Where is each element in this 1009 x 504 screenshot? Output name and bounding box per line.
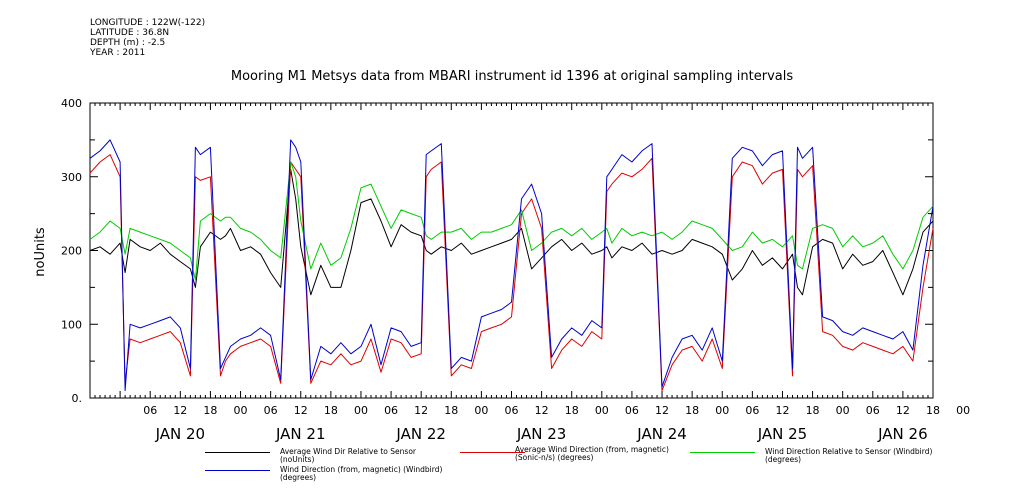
x-day-label: JAN 24 [636, 425, 687, 443]
x-tick-label: 00 [234, 404, 248, 417]
x-tick-label: 00 [836, 404, 850, 417]
legend-label-1: Average Wind Dir Relative to Sensor (noU… [280, 447, 416, 464]
x-tick-label: 06 [866, 404, 880, 417]
x-day-label: JAN 23 [516, 425, 567, 443]
x-tick-label: 18 [806, 404, 820, 417]
legend-swatch-3 [690, 452, 755, 453]
x-tick-label: 12 [535, 404, 549, 417]
x-tick-label: 06 [625, 404, 639, 417]
metadata-block: LONGITUDE : 122W(-122) LATITUDE : 36.8N … [90, 18, 205, 58]
year-label: YEAR : 2011 [90, 48, 146, 58]
legend-swatch-2 [460, 452, 525, 453]
x-tick-label: 00 [474, 404, 488, 417]
x-tick-label: 12 [173, 404, 187, 417]
y-tick-label: 400 [61, 97, 82, 110]
legend-label-3: Wind Direction Relative to Sensor (Windb… [765, 447, 933, 464]
y-tick-label: 0. [72, 392, 83, 405]
x-tick-label: 00 [354, 404, 368, 417]
y-tick-label: 300 [61, 171, 82, 184]
x-tick-label: 06 [505, 404, 519, 417]
x-tick-label: 18 [203, 404, 217, 417]
plot-frame [89, 102, 934, 399]
x-day-label: JAN 26 [877, 425, 928, 443]
longitude-label: LONGITUDE : 122W(-122) [90, 18, 206, 28]
x-day-label: JAN 20 [155, 425, 206, 443]
x-tick-label: 18 [324, 404, 338, 417]
x-tick-label: 18 [685, 404, 699, 417]
x-tick-label: 18 [926, 404, 940, 417]
x-tick-label: 00 [956, 404, 970, 417]
legend-swatch-4 [205, 470, 270, 471]
chart-title: Mooring M1 Metsys data from MBARI instru… [231, 69, 793, 84]
plot-area: 0. 100 200 300 400 06 12 18 00 06 12 18 00 06 12 18 00 06… [61, 97, 970, 443]
series-line-1 [89, 168, 934, 296]
latitude-label: LATITUDE : 36.8N [90, 28, 170, 38]
x-day-label: JAN 25 [757, 425, 808, 443]
x-tick-label: 00 [595, 404, 609, 417]
legend-label-2: Average Wind Direction (from, magnetic) … [515, 445, 669, 462]
x-day-label: JAN 22 [395, 425, 446, 443]
x-tick-label: 12 [655, 404, 669, 417]
legend-label-4: Wind Direction (from, magnetic) (Windbir… [280, 465, 443, 482]
legend-swatch-1 [205, 452, 270, 453]
x-tick-label: 06 [384, 404, 398, 417]
x-tick-label: 18 [565, 404, 579, 417]
y-tick-label: 100 [61, 318, 82, 331]
x-tick-label: 06 [745, 404, 759, 417]
series-line-3 [89, 161, 934, 281]
x-tick-label: 12 [896, 404, 910, 417]
y-tick-label: 200 [61, 245, 82, 258]
x-tick-label: 12 [775, 404, 789, 417]
depth-label: DEPTH (m) : -2.5 [90, 38, 166, 48]
x-tick-label: 06 [264, 404, 278, 417]
x-tick-label: 06 [143, 404, 157, 417]
x-tick-label: 00 [715, 404, 729, 417]
y-axis-label: noUnits [33, 227, 48, 277]
x-day-label: JAN 21 [275, 425, 326, 443]
x-tick-label: 12 [294, 404, 308, 417]
series-line-4 [89, 139, 934, 392]
x-tick-label: 12 [414, 404, 428, 417]
x-tick-label: 18 [444, 404, 458, 417]
